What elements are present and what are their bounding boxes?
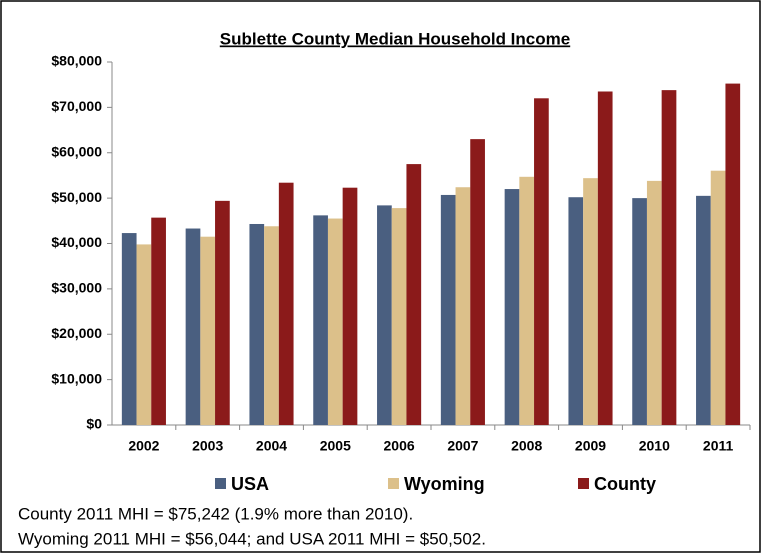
x-tick-label: 2003 — [192, 438, 223, 454]
y-tick-label: $30,000 — [51, 280, 102, 296]
bar — [185, 228, 201, 425]
bar — [151, 217, 166, 425]
bar — [264, 226, 279, 425]
bar — [377, 205, 392, 425]
bar — [568, 197, 584, 425]
legend-swatch — [215, 478, 226, 489]
bar — [342, 187, 358, 425]
bar — [519, 176, 535, 425]
x-tick-label: 2005 — [320, 438, 351, 454]
bar — [583, 178, 598, 425]
x-tick-label: 2011 — [703, 438, 734, 454]
x-tick-label: 2008 — [511, 438, 542, 454]
legend-label: County — [594, 474, 656, 494]
legend-swatch — [388, 478, 399, 489]
bar — [121, 233, 137, 425]
bar — [597, 91, 613, 426]
y-tick-label: $0 — [86, 416, 102, 432]
annotation: County 2011 MHI = $75,242 (1.9% more tha… — [18, 504, 413, 523]
legend-label: Wyoming — [404, 474, 485, 494]
bar — [632, 198, 647, 425]
y-tick-label: $50,000 — [51, 189, 102, 205]
x-tick-label: 2002 — [128, 438, 159, 454]
bar — [710, 170, 726, 425]
bar — [534, 98, 549, 426]
bar — [200, 236, 216, 425]
bar — [249, 223, 265, 425]
y-tick-label: $20,000 — [51, 325, 102, 341]
bar — [661, 90, 677, 425]
bar — [136, 244, 152, 425]
y-tick-label: $60,000 — [51, 143, 102, 159]
bar — [440, 194, 456, 425]
bar — [278, 182, 294, 425]
bar — [391, 208, 407, 425]
x-tick-label: 2004 — [256, 438, 287, 454]
x-tick-label: 2006 — [384, 438, 415, 454]
x-tick-label: 2007 — [447, 438, 478, 454]
x-tick-label: 2010 — [639, 438, 670, 454]
bar — [327, 218, 343, 425]
bar — [725, 83, 741, 426]
legend-label: USA — [231, 474, 269, 494]
legend-swatch — [578, 478, 589, 489]
bar — [455, 187, 471, 425]
y-tick-label: $70,000 — [51, 98, 102, 114]
y-tick-label: $80,000 — [51, 53, 102, 69]
x-tick-label: 2009 — [575, 438, 606, 454]
bar — [646, 180, 662, 425]
bar — [406, 164, 422, 425]
chart-title: Sublette County Median Household Income — [220, 29, 570, 48]
bar — [696, 195, 711, 425]
y-tick-label: $40,000 — [51, 234, 102, 250]
bar — [215, 200, 230, 425]
annotation: Wyoming 2011 MHI = $56,044; and USA 2011… — [18, 529, 486, 548]
bar — [504, 189, 520, 425]
y-tick-label: $10,000 — [51, 370, 102, 386]
bar — [313, 215, 328, 425]
bar — [470, 139, 485, 425]
